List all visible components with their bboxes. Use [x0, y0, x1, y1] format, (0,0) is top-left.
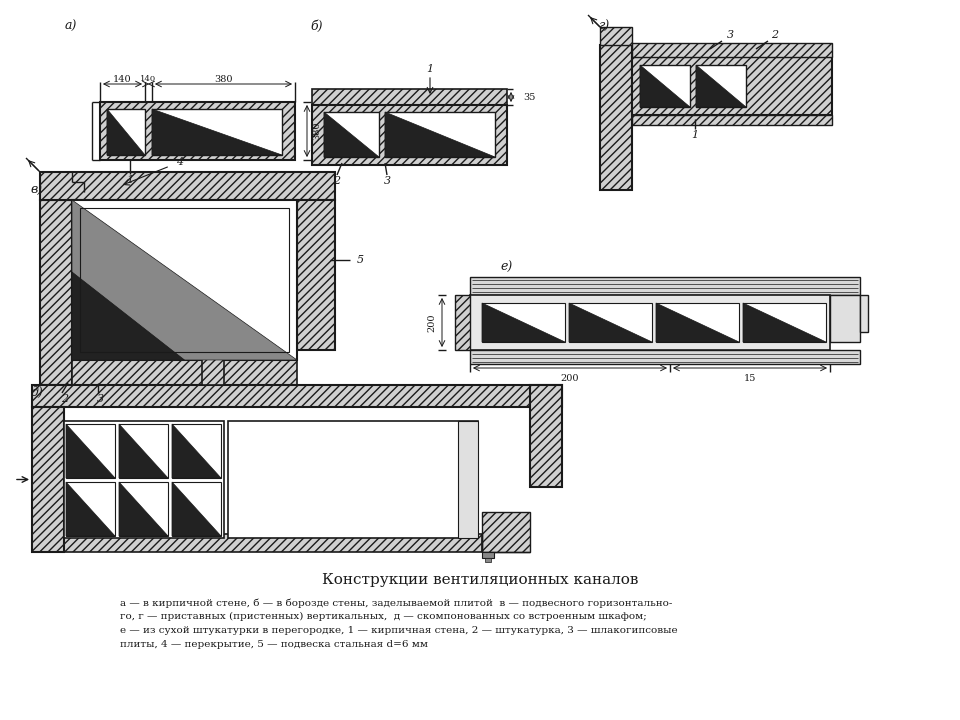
- Bar: [228, 421, 478, 538]
- Polygon shape: [66, 424, 115, 478]
- Bar: [860, 295, 868, 332]
- Text: плиты, 4 — перекрытие, 5 — подвеска стальная d=6 мм: плиты, 4 — перекрытие, 5 — подвеска стал…: [120, 640, 428, 649]
- Polygon shape: [482, 303, 565, 342]
- Polygon shape: [385, 112, 495, 157]
- Text: 15: 15: [744, 374, 756, 382]
- Polygon shape: [324, 112, 379, 157]
- Bar: [66, 424, 115, 478]
- Bar: [202, 355, 224, 385]
- Bar: [66, 482, 115, 536]
- Polygon shape: [119, 424, 168, 478]
- Text: а — в кирпичной стене, б — в борозде стены, заделываемой плитой  в — подвесного : а — в кирпичной стене, б — в борозде сте…: [120, 598, 672, 608]
- Text: 140: 140: [113, 74, 132, 84]
- Bar: [455, 295, 470, 350]
- Text: 200: 200: [427, 313, 437, 332]
- Bar: [385, 112, 495, 157]
- Bar: [297, 200, 335, 350]
- Text: 2: 2: [333, 176, 341, 186]
- Bar: [312, 105, 507, 165]
- Bar: [312, 89, 507, 105]
- Text: е — из сухой штукатурки в перегородке, 1 — кирпичная стена, 2 — штукатурка, 3 — : е — из сухой штукатурки в перегородке, 1…: [120, 626, 678, 635]
- Bar: [100, 102, 295, 160]
- Bar: [600, 45, 632, 190]
- Bar: [458, 421, 478, 538]
- Polygon shape: [172, 424, 221, 478]
- Polygon shape: [696, 65, 746, 107]
- Bar: [40, 172, 335, 200]
- Polygon shape: [569, 303, 652, 342]
- Text: 5: 5: [357, 255, 364, 265]
- Text: 380: 380: [313, 122, 322, 140]
- Polygon shape: [743, 303, 826, 342]
- Bar: [482, 552, 494, 558]
- Polygon shape: [119, 482, 168, 536]
- Bar: [40, 200, 72, 385]
- Bar: [632, 115, 832, 125]
- Bar: [80, 208, 289, 352]
- Bar: [569, 303, 652, 342]
- Text: 35: 35: [523, 92, 536, 102]
- Text: 380: 380: [214, 74, 232, 84]
- Bar: [172, 482, 221, 536]
- Text: в): в): [30, 184, 42, 197]
- Text: а): а): [65, 19, 78, 32]
- Bar: [743, 303, 826, 342]
- Text: 2: 2: [772, 30, 779, 40]
- Text: 1: 1: [691, 130, 699, 140]
- Bar: [696, 65, 746, 107]
- Bar: [324, 112, 379, 157]
- Bar: [32, 534, 482, 552]
- Bar: [482, 303, 565, 342]
- Text: 2: 2: [61, 394, 68, 404]
- Polygon shape: [656, 303, 739, 342]
- Bar: [107, 109, 145, 155]
- Bar: [172, 424, 221, 478]
- Bar: [72, 200, 297, 360]
- Bar: [530, 385, 562, 487]
- Text: д): д): [30, 385, 43, 398]
- Polygon shape: [640, 65, 690, 107]
- Bar: [632, 57, 832, 115]
- Bar: [656, 303, 739, 342]
- Text: Конструкции вентиляционных каналов: Конструкции вентиляционных каналов: [322, 573, 638, 587]
- Text: 4: 4: [177, 157, 183, 167]
- Polygon shape: [152, 109, 282, 155]
- Polygon shape: [107, 109, 145, 155]
- Text: 3: 3: [727, 30, 733, 40]
- Text: 3: 3: [383, 176, 391, 186]
- Bar: [632, 43, 832, 57]
- Polygon shape: [66, 482, 115, 536]
- Text: 1: 1: [127, 175, 133, 185]
- Text: е): е): [500, 261, 513, 274]
- Bar: [32, 407, 64, 552]
- Polygon shape: [72, 272, 184, 360]
- Bar: [830, 295, 860, 342]
- Text: 140: 140: [140, 75, 156, 83]
- Text: 200: 200: [561, 374, 579, 382]
- Text: г): г): [598, 19, 610, 32]
- Bar: [119, 482, 168, 536]
- Bar: [470, 295, 830, 350]
- Bar: [485, 558, 491, 562]
- Text: 1: 1: [426, 64, 434, 74]
- Bar: [470, 277, 860, 295]
- Polygon shape: [172, 482, 221, 536]
- Bar: [600, 27, 632, 45]
- Bar: [32, 385, 562, 407]
- Bar: [470, 350, 860, 364]
- Text: го, г — приставных (пристенных) вертикальных,  д — скомпонованных со встроенным : го, г — приставных (пристенных) вертикал…: [120, 612, 647, 621]
- Bar: [152, 109, 282, 155]
- Bar: [64, 421, 224, 538]
- Text: б): б): [310, 19, 323, 32]
- Bar: [72, 360, 297, 385]
- Bar: [119, 424, 168, 478]
- Text: 3: 3: [96, 394, 104, 404]
- Bar: [640, 65, 690, 107]
- Polygon shape: [72, 200, 297, 360]
- Bar: [482, 512, 530, 552]
